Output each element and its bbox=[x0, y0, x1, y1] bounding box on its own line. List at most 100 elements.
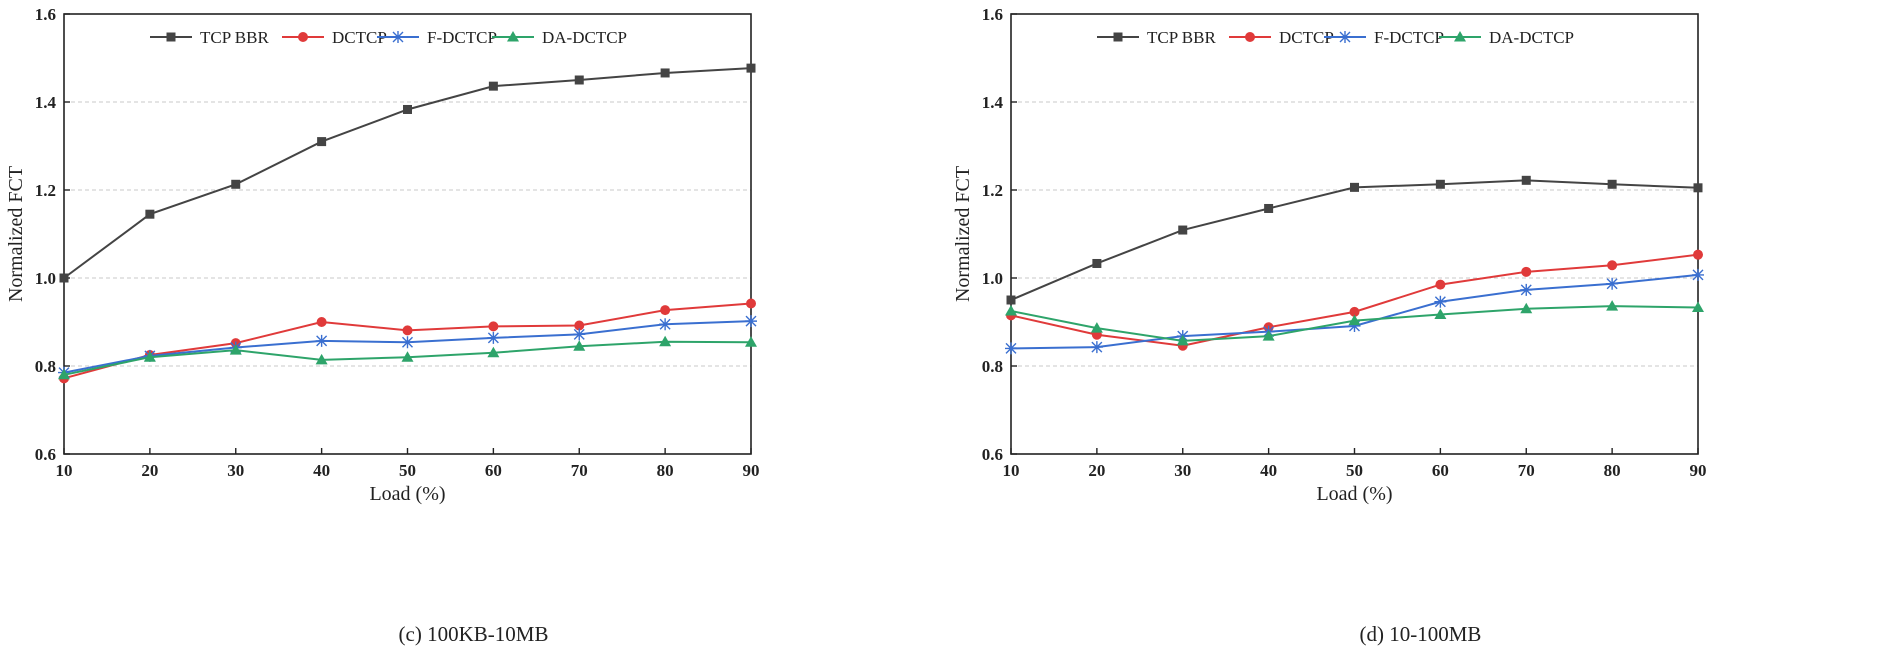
data-point bbox=[573, 328, 586, 341]
series-dctcp bbox=[1006, 249, 1703, 351]
y-tick-label: 0.6 bbox=[982, 445, 1003, 464]
plot-frame bbox=[1010, 13, 1699, 455]
data-point bbox=[1090, 341, 1103, 354]
series-line bbox=[63, 67, 752, 279]
x-axis-label: Load (%) bbox=[369, 483, 445, 505]
data-point bbox=[746, 298, 756, 309]
data-point bbox=[317, 137, 327, 147]
data-point bbox=[1349, 306, 1360, 317]
legend-item: DCTCP bbox=[1229, 28, 1334, 47]
legend-label: TCP BBR bbox=[200, 28, 269, 47]
data-point bbox=[1692, 301, 1704, 312]
x-tick-label: 40 bbox=[1260, 461, 1277, 480]
data-point bbox=[745, 315, 757, 328]
chart-caption-c: (c) 100KB-10MB bbox=[398, 622, 549, 646]
data-point bbox=[143, 351, 156, 362]
data-point bbox=[231, 179, 241, 189]
data-point bbox=[1434, 295, 1447, 308]
legend-marker bbox=[1454, 31, 1466, 42]
data-point bbox=[401, 351, 414, 362]
series-tcp-bbr bbox=[1006, 175, 1703, 305]
legend-item: DA-DCTCP bbox=[492, 28, 627, 47]
data-point bbox=[660, 305, 671, 316]
x-tick-label: 80 bbox=[1604, 461, 1621, 480]
y-tick-label: 1.4 bbox=[35, 93, 57, 112]
data-point bbox=[403, 104, 412, 114]
legend-marker bbox=[1245, 32, 1255, 42]
legend-label: DCTCP bbox=[332, 28, 387, 47]
data-point bbox=[1348, 314, 1361, 326]
data-point bbox=[1693, 183, 1703, 193]
data-point bbox=[1090, 322, 1103, 333]
x-tick-label: 70 bbox=[1518, 461, 1535, 480]
x-tick-label: 20 bbox=[141, 461, 158, 480]
series-f-dctcp bbox=[1005, 268, 1704, 355]
legend-item: TCP BBR bbox=[150, 28, 269, 47]
data-point bbox=[1262, 330, 1275, 341]
data-point bbox=[1350, 182, 1359, 192]
line-chart-d: 0.6 0.8 1.0 1.2 1.4 1.6 10 20 30 40 50 60 70 80 90 Load… bbox=[952, 5, 1707, 505]
legend-item: DCTCP bbox=[282, 28, 387, 47]
legend-label: DA-DCTCP bbox=[542, 28, 627, 47]
chart-panel-d: 0.6 0.8 1.0 1.2 1.4 1.6 10 20 30 40 50 60 70 80 90 Load… bbox=[947, 0, 1894, 656]
legend-label: F-DCTCP bbox=[427, 28, 497, 47]
data-point bbox=[315, 353, 328, 365]
data-point bbox=[1264, 203, 1274, 213]
series-da-dctcp bbox=[58, 335, 757, 380]
data-point bbox=[1434, 308, 1447, 320]
data-point bbox=[1521, 266, 1532, 277]
data-point bbox=[58, 368, 70, 380]
data-point bbox=[401, 336, 414, 349]
legend-marker bbox=[507, 31, 519, 42]
data-point bbox=[660, 68, 670, 78]
y-axis-label: Normalized FCT bbox=[5, 166, 27, 302]
data-point bbox=[1606, 277, 1619, 290]
plot-frame bbox=[63, 13, 752, 455]
x-tick-label: 20 bbox=[1088, 461, 1105, 480]
data-point bbox=[1520, 302, 1533, 314]
series-da-dctcp bbox=[1005, 300, 1704, 346]
x-tick-label: 50 bbox=[1346, 461, 1363, 480]
data-point bbox=[316, 317, 327, 327]
x-axis-label: Load (%) bbox=[1316, 483, 1392, 505]
legend-item: F-DCTCP bbox=[377, 28, 497, 47]
data-point bbox=[659, 318, 672, 331]
legend: TCP BBR DCTCP F-DCTCP DA-DCTCP bbox=[1097, 28, 1574, 47]
data-point bbox=[745, 336, 757, 347]
data-point bbox=[1520, 283, 1533, 296]
data-point bbox=[1178, 225, 1188, 235]
data-point bbox=[59, 273, 69, 283]
legend: TCP BBR DCTCP F-DCTCP DA-DCTCP bbox=[150, 28, 627, 47]
data-point bbox=[1435, 179, 1445, 189]
data-point bbox=[1348, 319, 1361, 332]
chart-caption-d: (d) 10-100MB bbox=[1359, 622, 1482, 646]
data-point bbox=[488, 321, 499, 332]
data-point bbox=[487, 331, 500, 344]
data-point bbox=[1692, 268, 1704, 281]
legend-item: DA-DCTCP bbox=[1439, 28, 1574, 47]
series-line bbox=[1010, 253, 1699, 347]
data-point bbox=[574, 320, 585, 331]
y-tick-label: 1.0 bbox=[35, 269, 56, 288]
legend-marker bbox=[1339, 31, 1351, 43]
x-tick-label: 40 bbox=[313, 461, 330, 480]
series-tcp-bbr bbox=[59, 63, 756, 283]
x-tick-label: 70 bbox=[571, 461, 588, 480]
data-point bbox=[487, 346, 500, 358]
legend-label: TCP BBR bbox=[1147, 28, 1216, 47]
legend-label: F-DCTCP bbox=[1374, 28, 1444, 47]
line-chart-c: 0.6 0.8 1.0 1.2 1.4 1.6 10 20 30 40 50 60 70 80 90 Load… bbox=[5, 5, 760, 505]
legend-marker bbox=[166, 32, 176, 42]
x-tick-label: 30 bbox=[227, 461, 244, 480]
series-f-dctcp bbox=[58, 315, 757, 379]
x-tick-label: 60 bbox=[485, 461, 502, 480]
data-point bbox=[229, 344, 242, 355]
data-point bbox=[1435, 279, 1446, 290]
x-tick-label: 90 bbox=[743, 461, 760, 480]
x-tick-label: 30 bbox=[1174, 461, 1191, 480]
y-tick-label: 1.4 bbox=[982, 93, 1004, 112]
y-tick-label: 1.0 bbox=[982, 269, 1003, 288]
x-tick-label: 80 bbox=[657, 461, 674, 480]
data-point bbox=[1005, 305, 1017, 316]
legend-item: TCP BBR bbox=[1097, 28, 1216, 47]
